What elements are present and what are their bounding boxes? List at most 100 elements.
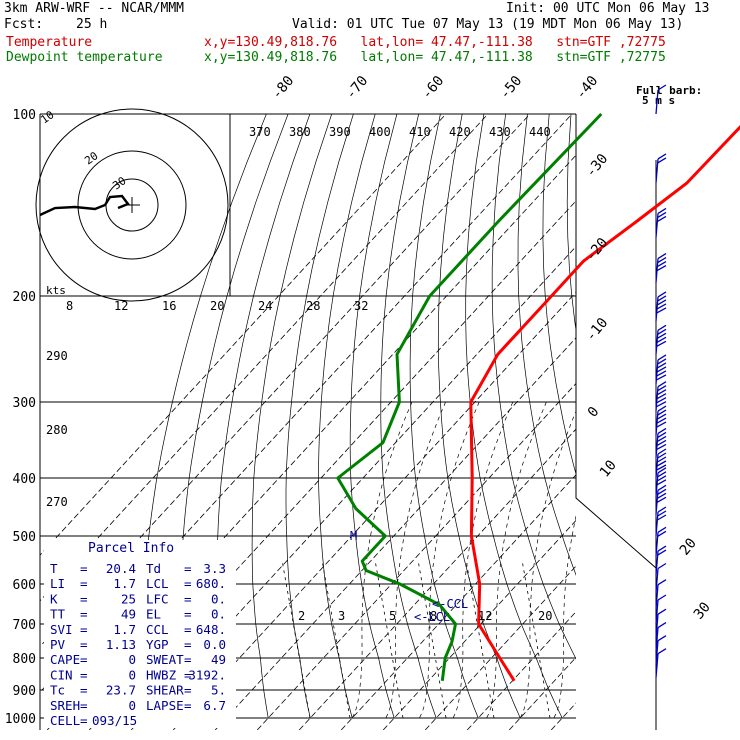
parcel-info-cell: 0.0 <box>203 637 226 652</box>
wind-barb-flag <box>657 448 667 455</box>
wind-barb-shaft <box>655 213 659 238</box>
parcel-info-cell: = <box>80 576 88 591</box>
parcel-info-cell: = <box>184 622 192 637</box>
wind-barb <box>655 354 667 385</box>
mixing-ratio-label: 12 <box>478 609 492 623</box>
parcel-info-cell: = <box>80 591 88 606</box>
isotherm-line <box>298 428 576 730</box>
chart-grid <box>39 113 740 730</box>
moist-adiabat <box>519 410 576 719</box>
parcel-info-cell: YGP <box>146 637 169 652</box>
isotherm-line <box>256 382 576 730</box>
chart-header: 3km ARW-WRF -- NCAR/MMM Init: 00 UTC Mon… <box>0 0 740 66</box>
wind-barb-shaft <box>655 568 659 593</box>
parcel-info-cell: = <box>184 667 192 682</box>
wind-barb-shaft <box>655 296 659 321</box>
theta-label: 390 <box>329 125 351 139</box>
parcel-info-cell: HWBZ <box>146 667 177 682</box>
parcel-info-cell: SHEAR <box>146 683 184 698</box>
wind-barb-flag <box>657 153 667 160</box>
dry-adiabat <box>251 114 333 719</box>
wind-barb-flag <box>656 340 667 347</box>
parcel-info-cell: = <box>184 637 192 652</box>
wind-barb <box>655 579 667 609</box>
mixing-ratio-line <box>417 559 447 719</box>
height-label: 280 <box>46 423 68 437</box>
hodograph: 30 20 10 <box>35 108 229 302</box>
wind-barb-shaft <box>655 411 659 436</box>
parcel-info-cell: = <box>80 652 88 667</box>
moist-adiabat <box>486 401 547 719</box>
parcel-info-cell: 648. <box>196 622 226 637</box>
wind-barb-flag <box>656 370 667 377</box>
wind-barb <box>655 635 667 665</box>
wind-barb-flag <box>657 299 667 306</box>
theta-label: 380 <box>289 125 311 139</box>
wind-barb-flag <box>657 84 667 91</box>
wind-barb-flag <box>657 381 667 388</box>
wind-barb <box>655 252 667 283</box>
parcel-info-cell: 49 <box>121 607 136 622</box>
wind-barb-flag <box>657 510 667 517</box>
mixing-ratio-label: 3 <box>338 609 345 623</box>
wind-barb-flag <box>657 427 667 434</box>
wind-barb-flag <box>657 215 667 222</box>
wind-barb-flag <box>656 393 667 400</box>
isotherm-line <box>508 656 576 730</box>
mixing-ratio-label: 20 <box>538 609 552 623</box>
wind-barb-flag <box>657 488 667 495</box>
wind-barb-shaft <box>655 433 659 458</box>
wind-barb-flag <box>656 401 667 408</box>
wind-barb-flag <box>657 413 667 420</box>
hodograph-ring <box>77 150 187 260</box>
wind-barb-shaft <box>655 386 659 411</box>
wind-barb-flag <box>657 579 667 586</box>
wind-barb-shaft <box>655 490 659 515</box>
model-title: 3km ARW-WRF -- NCAR/MMM <box>4 1 185 16</box>
dry-adiabat <box>614 114 740 718</box>
wind-barb-flag <box>657 530 667 537</box>
wind-barb <box>655 506 667 537</box>
parcel-info-cell: PV <box>50 637 66 652</box>
wind-barb <box>655 594 667 625</box>
parcel-info-cell: 0 <box>128 667 136 682</box>
wind-barb-flag <box>657 622 667 629</box>
parcel-info-cell: 6.7 <box>203 698 226 713</box>
wind-barb-flag <box>657 562 667 570</box>
pressure-tick-label: 200 <box>13 290 36 305</box>
isotherm-label: -50 <box>497 73 526 103</box>
parcel-info-cell: = <box>80 622 88 637</box>
wind-barb-flag <box>657 405 667 412</box>
wind-barb <box>655 381 667 411</box>
isotherm-line <box>340 474 576 730</box>
wind-barb-flag <box>657 256 667 264</box>
parcel-info-cell: = <box>80 637 88 652</box>
wind-barb-flag <box>657 526 667 533</box>
ccl-marker: <-CCL <box>432 597 468 611</box>
pressure-tick-label: 800 <box>13 652 36 667</box>
parcel-info-cell: LAPSE <box>146 698 184 713</box>
pressure-tick-label: 100 <box>13 108 36 123</box>
parcel-info-cell: = <box>80 667 88 682</box>
parcel-info-cell: SREH <box>50 698 80 713</box>
dry-adiabat <box>517 114 576 576</box>
wind-barb-flag <box>657 157 667 164</box>
moist-adiabat <box>452 401 514 719</box>
wind-barb-flag <box>656 366 667 373</box>
wind-barb <box>655 427 667 458</box>
isotherm-line <box>214 337 576 730</box>
wind-barb-flag <box>657 389 667 396</box>
parcel-info-cell: = <box>184 683 192 698</box>
wind-barb-flag <box>656 464 667 471</box>
wind-barb-flag <box>657 354 667 361</box>
wind-barb-shaft <box>655 532 659 557</box>
forecast-label: Fcst: <box>4 17 44 32</box>
wind-barb <box>655 467 667 497</box>
wind-barb <box>655 207 667 238</box>
parcel-info-cell: 680. <box>196 576 226 591</box>
mixing-ratio-line <box>521 559 551 719</box>
isotherm-line <box>40 114 447 556</box>
hodograph-ring-label: 20 <box>82 149 100 167</box>
temperature-point-info: x,y=130.49,818.76 lat,lon= 47.47,-111.38… <box>204 35 666 50</box>
parcel-info-cell: = <box>80 713 88 728</box>
